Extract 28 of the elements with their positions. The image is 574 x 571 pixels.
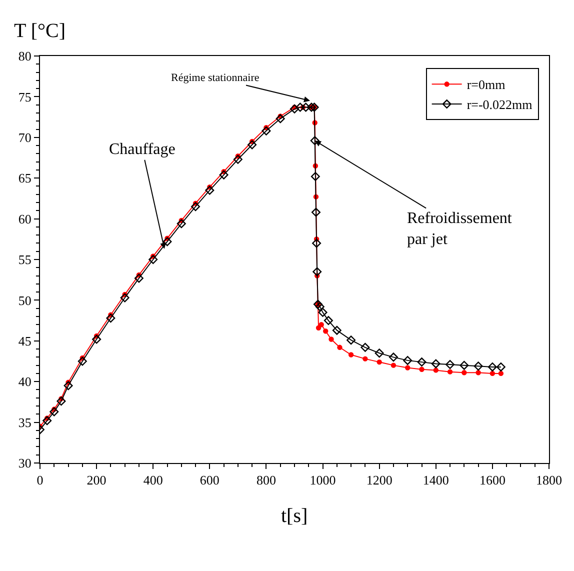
y-tick-label: 70 (18, 130, 32, 145)
x-tick-label: 1200 (366, 472, 392, 488)
y-tick-label: 35 (18, 414, 32, 430)
x-tick-label: 400 (143, 472, 163, 488)
x-tick-label: 0 (36, 472, 44, 488)
x-tick-label: 1000 (310, 472, 336, 488)
x-tick-label: 800 (256, 472, 276, 488)
y-tick-label: 75 (18, 89, 32, 104)
legend-label: r=-0.022mm (466, 97, 532, 112)
annotation: Refroidissement par jet (407, 210, 512, 248)
legend-label: r=0mm (466, 77, 506, 92)
y-tick-label: 45 (18, 333, 32, 348)
y-tick-label: 40 (18, 374, 32, 390)
x-tick-label: 200 (86, 472, 106, 488)
y-tick-label: 60 (18, 211, 32, 226)
x-tick-label: 600 (200, 472, 220, 488)
y-tick-label: 65 (18, 170, 32, 186)
x-tick-label: 1400 (422, 472, 449, 488)
annotation: Chauffage (109, 141, 176, 158)
y-tick-label: 50 (18, 292, 32, 308)
y-tick-label: 80 (18, 48, 32, 64)
y-tick-label: 30 (18, 456, 32, 471)
y-axis-title: T [°C] (14, 20, 66, 42)
x-tick-label: 1600 (479, 472, 506, 488)
y-tick-label: 55 (18, 252, 32, 268)
x-axis-title: t[s] (281, 505, 308, 527)
x-tick-label: 1800 (536, 472, 562, 488)
annotation: Régime stationnaire (171, 72, 260, 84)
